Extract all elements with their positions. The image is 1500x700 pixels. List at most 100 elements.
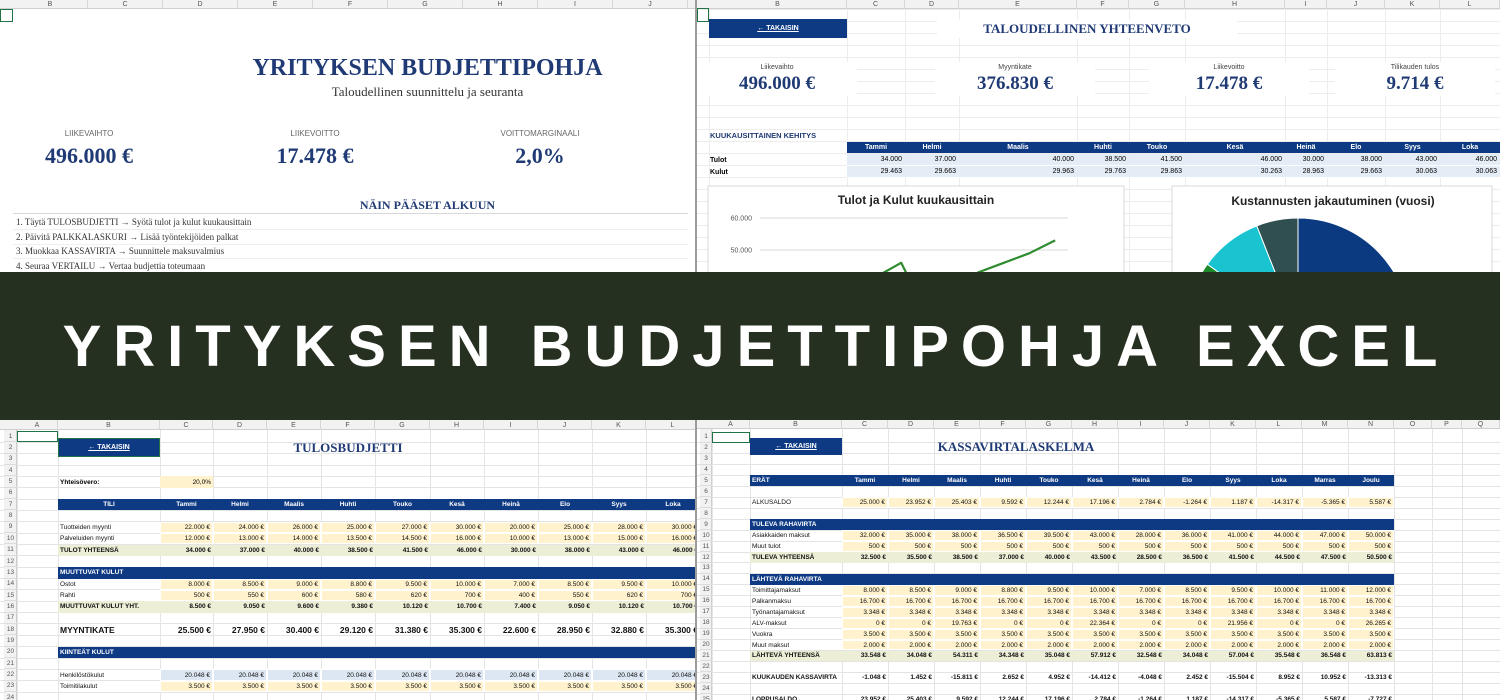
row-number: 6 xyxy=(4,488,17,500)
table-cell: 63.813 € xyxy=(1366,652,1392,660)
table-cell: 3.500 € xyxy=(1072,628,1118,640)
y-tick-label: 60.000 xyxy=(731,216,753,223)
table-cell: 3.500 € xyxy=(267,680,321,693)
table-cell: 32.548 € xyxy=(1136,652,1162,660)
table-cell: 500 € xyxy=(160,589,213,602)
row-line xyxy=(0,555,695,557)
table-cell: 9.600 € xyxy=(297,603,319,611)
table-cell: 32.880 € xyxy=(610,624,644,635)
column-letter: C xyxy=(842,420,888,429)
table-cell: 2.652 € xyxy=(1002,674,1024,682)
row-line xyxy=(697,453,1500,455)
column-letter: D xyxy=(163,0,238,9)
row-label: MYYNTIKATE xyxy=(60,624,115,635)
table-header-cell: Maalis xyxy=(284,501,304,509)
column-letter: N xyxy=(1348,420,1394,429)
guide-step: 4. Seuraa VERTAILU → Vertaa budjettia to… xyxy=(16,261,206,272)
table-cell: 3.500 € xyxy=(646,680,695,693)
table-header-cell: Kesä xyxy=(449,501,465,509)
column-line xyxy=(267,420,268,700)
table-cell: 30.000 € xyxy=(646,521,695,534)
table-cell: -13.313 € xyxy=(1364,674,1392,682)
column-letter: I xyxy=(1285,0,1327,9)
table-cell: 20.048 € xyxy=(538,669,592,681)
row-number: 18 xyxy=(700,618,712,629)
table-cell: 34.000 € xyxy=(185,546,211,554)
table-header-cell: Marras xyxy=(1314,477,1336,485)
table-cell: 38.000 € xyxy=(564,546,590,554)
tax-label: Yhteisövero: xyxy=(60,478,100,486)
column-line xyxy=(375,420,376,700)
column-letter: C xyxy=(88,0,163,9)
table-cell: 3.500 € xyxy=(1118,628,1164,640)
column-letter: F xyxy=(980,420,1026,429)
row-line xyxy=(0,612,695,614)
table-cell: 2.000 € xyxy=(980,639,1026,651)
pie-slice xyxy=(1297,217,1395,272)
table-cell: 26.265 € xyxy=(1348,617,1394,629)
table-cell: 35.548 € xyxy=(1274,652,1300,660)
table-cell: 8.500 € xyxy=(888,584,934,596)
column-letter: J xyxy=(1327,0,1385,9)
kpi-value: 17.478 € xyxy=(1149,72,1309,96)
column-letter: G xyxy=(1129,0,1185,9)
table-cell: -1.264 € xyxy=(1138,696,1162,700)
row-number: 13 xyxy=(700,563,712,574)
table-header-cell: Kesä xyxy=(1087,477,1103,485)
table-cell: 0 € xyxy=(842,617,888,629)
table-cell: -14.317 € xyxy=(1226,696,1254,700)
column-letter: E xyxy=(934,420,980,429)
kpi-value: 496.000 € xyxy=(697,72,857,96)
table-cell: 700 € xyxy=(430,589,484,602)
table-cell: 26.000 € xyxy=(267,521,321,534)
row-header-bar xyxy=(4,430,17,700)
back-button[interactable]: ← TAKAISIN xyxy=(58,438,160,457)
row-label: Toimittajamaksut xyxy=(752,586,801,594)
table-cell: 10.000 € xyxy=(646,578,695,590)
table-cell: 34.048 € xyxy=(1182,652,1208,660)
table-cell: 38.000 xyxy=(1327,154,1385,166)
back-button[interactable]: ← TAKAISIN xyxy=(750,438,842,455)
row-label: Ostot xyxy=(60,580,76,588)
table-header-cell: Loka xyxy=(1271,477,1287,485)
table-cell: 3.348 € xyxy=(934,606,980,618)
back-button[interactable]: ← TAKAISIN xyxy=(709,19,847,38)
table-cell: 10.120 € xyxy=(618,603,644,611)
table-cell: 2.000 € xyxy=(842,639,888,651)
row-line xyxy=(13,258,688,260)
row-number: 5 xyxy=(4,476,17,488)
table-cell: 25.403 € xyxy=(906,696,932,700)
row-label: Muut maksut xyxy=(752,641,790,649)
table-cell: 2.000 € xyxy=(1348,639,1394,651)
table-cell: -5.365 € xyxy=(1302,497,1348,509)
row-number: 8 xyxy=(4,510,17,522)
row-number: 17 xyxy=(700,607,712,618)
table-cell: 8.000 € xyxy=(842,584,888,596)
kpi-label: Tilikauden tulos xyxy=(1335,62,1495,72)
row-line xyxy=(697,693,1500,695)
table-cell: 7.000 € xyxy=(1118,584,1164,596)
row-line xyxy=(0,623,695,625)
kpi-label: LIIKEVOITTO xyxy=(290,128,340,138)
row-line xyxy=(0,441,695,443)
kpi-label: LIIKEVAIHTO xyxy=(64,128,114,138)
table-cell: 29.120 € xyxy=(339,624,373,635)
table-cell: 54.311 € xyxy=(953,652,978,660)
row-number: 20 xyxy=(4,647,17,658)
row-line xyxy=(697,660,1500,662)
column-letter: K xyxy=(1210,420,1256,429)
table-cell: 3.500 € xyxy=(375,680,430,693)
column-line xyxy=(58,420,59,700)
table-cell: 3.348 € xyxy=(980,606,1026,618)
row-number: 2 xyxy=(4,442,17,454)
column-letter: L xyxy=(1256,420,1302,429)
column-letter: E xyxy=(238,0,313,9)
row-line xyxy=(0,634,695,636)
table-header-cell: Huhti xyxy=(1094,144,1112,151)
table-cell: 8.800 € xyxy=(321,578,375,590)
row-label: Vuokra xyxy=(752,630,773,638)
table-cell: 10.000 € xyxy=(484,533,538,545)
row-label: TULEVA YHTEENSÄ xyxy=(752,554,815,561)
table-header-cell: Maalis xyxy=(947,477,967,485)
row-line xyxy=(697,682,1500,684)
